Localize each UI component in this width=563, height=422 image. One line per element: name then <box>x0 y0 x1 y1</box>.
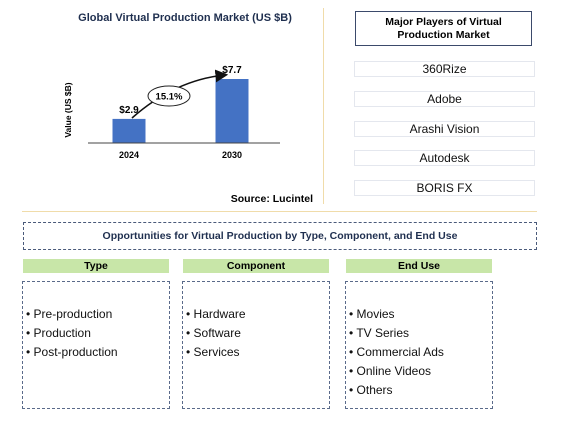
list-item: • Production <box>26 326 91 340</box>
end-use-header: End Use <box>346 259 492 273</box>
x-tick-2030: 2030 <box>222 150 242 160</box>
bar-chart: Value (US $B) $2.9 2024 $7.7 2030 15.1% <box>63 65 280 160</box>
data-label-2030: $7.7 <box>222 65 242 76</box>
cagr-bubble <box>147 85 191 107</box>
type-list: • Pre-production • Production • Post-pro… <box>22 281 170 409</box>
vertical-divider <box>323 8 324 204</box>
list-item: • Post-production <box>26 345 118 359</box>
list-item: • Software <box>186 326 241 340</box>
list-item: • Hardware <box>186 307 246 321</box>
player-item: Arashi Vision <box>354 121 535 137</box>
chart-title: Global Virtual Production Market (US $B) <box>78 12 292 24</box>
player-item: Adobe <box>354 91 535 107</box>
bar-2030 <box>215 79 249 143</box>
list-item: • Services <box>186 345 240 359</box>
player-item: Autodesk <box>354 150 535 166</box>
list-item: • Online Videos <box>349 364 432 378</box>
data-label-2024: $2.9 <box>119 105 139 116</box>
players-title: Major Players of Virtual Production Mark… <box>355 11 532 46</box>
y-axis-label: Value (US $B) <box>63 82 73 137</box>
list-item: • TV Series <box>349 326 409 340</box>
horizontal-divider <box>22 211 537 212</box>
list-item: • Pre-production <box>26 307 113 321</box>
source-label: Source: Lucintel <box>230 193 313 205</box>
player-item: BORIS FX <box>354 180 535 196</box>
player-item: 360Rize <box>354 61 535 77</box>
type-header: Type <box>23 259 169 273</box>
end-use-list: • Movies • TV Series • Commercial Ads • … <box>345 281 493 409</box>
bar-2024 <box>112 118 146 143</box>
component-list: • Hardware • Software • Services <box>182 281 330 409</box>
x-tick-2024: 2024 <box>119 150 139 160</box>
list-item: • Movies <box>349 307 395 321</box>
list-item: • Commercial Ads <box>349 345 444 359</box>
cagr-label: 15.1% <box>156 92 183 103</box>
component-header: Component <box>183 259 329 273</box>
list-item: • Others <box>349 383 393 397</box>
opportunities-title: Opportunities for Virtual Production by … <box>23 222 537 250</box>
